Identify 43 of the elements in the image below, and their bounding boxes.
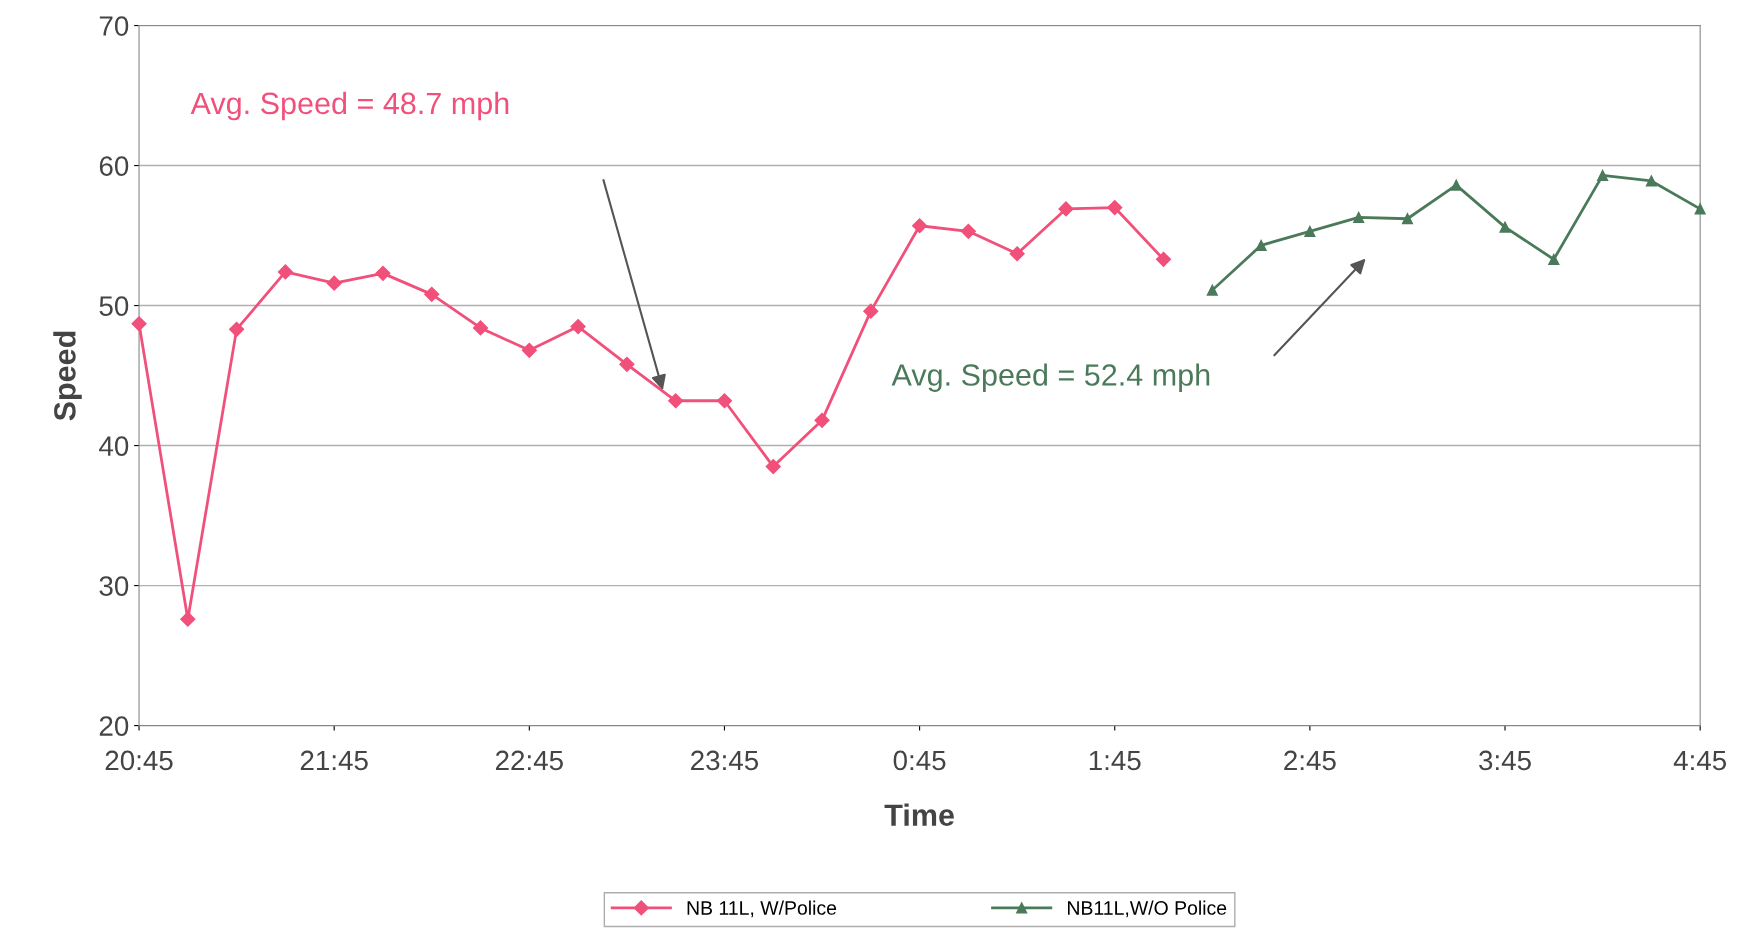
point: [1009, 246, 1025, 262]
x-tick-label: 21:45: [300, 750, 368, 771]
x-tick-label: 23:45: [691, 750, 759, 771]
point: [229, 321, 245, 337]
x-tick-label: 22:45: [495, 750, 563, 771]
y-tick-label: 40: [99, 436, 129, 456]
y-axis-title: Speed: [53, 331, 82, 421]
point: [326, 275, 342, 291]
point: [1058, 201, 1074, 217]
x-tick-label: 3:45: [1479, 750, 1531, 771]
point: [131, 316, 147, 332]
point: [1107, 199, 1123, 216]
point: [960, 223, 976, 239]
y-tick-label: 70: [99, 16, 129, 36]
point: [521, 342, 537, 358]
point: [472, 320, 489, 336]
legend-label: NB 11L, W/Police: [687, 900, 837, 918]
annotation: Avg. Speed = 48.7 mph: [190, 91, 509, 121]
y-tick-label: 50: [99, 296, 129, 316]
point: [424, 286, 440, 302]
point: [912, 218, 928, 234]
x-tick-label: 0:45: [893, 750, 946, 771]
x-tick-label: 1:45: [1089, 750, 1141, 771]
point: [765, 458, 781, 475]
annotation: Avg. Speed = 52.4 mph: [891, 363, 1210, 392]
point: [814, 412, 830, 428]
x-axis-title: Time: [884, 803, 954, 826]
point: [1155, 251, 1172, 267]
point: [668, 393, 684, 409]
point: [619, 356, 635, 372]
point: [180, 611, 196, 627]
y-tick-label: 30: [99, 576, 129, 596]
y-tick-label: 20: [99, 716, 129, 736]
y-tick-label: 60: [99, 156, 129, 176]
point: [863, 303, 879, 319]
x-tick-label: 2:45: [1284, 750, 1336, 771]
point: [570, 318, 586, 335]
legend-label: NB11L,W/O Police: [1068, 900, 1227, 918]
point: [375, 265, 391, 281]
x-tick-label: 4:45: [1673, 750, 1727, 771]
point: [277, 264, 293, 280]
point: [716, 393, 733, 409]
x-tick-label: 20:45: [105, 750, 173, 771]
